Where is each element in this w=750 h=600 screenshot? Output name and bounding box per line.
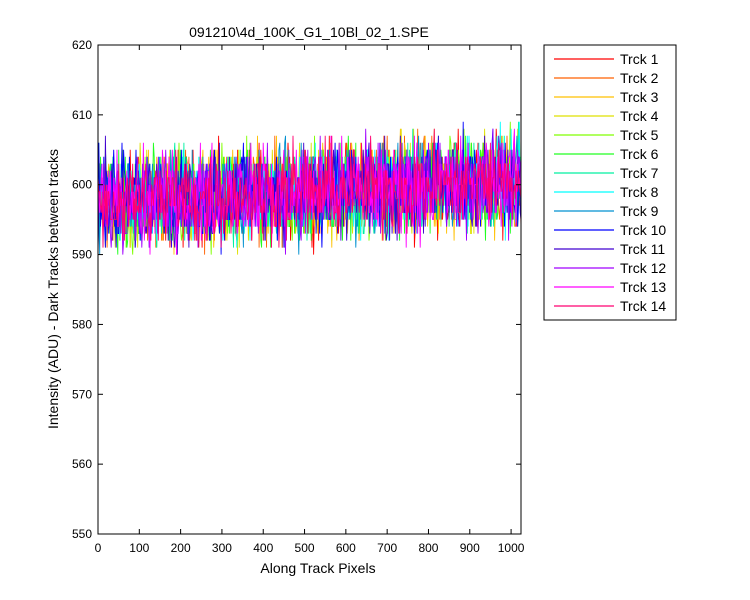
x-tick-label: 700 xyxy=(377,541,397,555)
plot-background xyxy=(98,45,521,534)
legend-label-trck-3: Trck 3 xyxy=(620,89,659,105)
legend-label-trck-5: Trck 5 xyxy=(620,127,659,143)
legend-label-trck-6: Trck 6 xyxy=(620,146,659,162)
y-axis-label: Intensity (ADU) - Dark Tracks between tr… xyxy=(45,149,61,429)
axes-layer: 0 100 200 300 400 500 600 700 800 900 1000 550 560 57… xyxy=(72,38,525,555)
y-tick-label: 590 xyxy=(72,248,92,262)
legend-label-trck-8: Trck 8 xyxy=(620,184,659,200)
x-axis-label: Along Track Pixels xyxy=(260,560,375,576)
legend-label-trck-1: Trck 1 xyxy=(620,51,659,67)
series-line-trck-14 xyxy=(98,128,521,248)
x-tick-label: 300 xyxy=(212,541,232,555)
legend-label-trck-4: Trck 4 xyxy=(620,108,659,124)
y-tick-label: 600 xyxy=(72,178,92,192)
y-tick-label: 620 xyxy=(72,38,92,52)
x-tick-label: 600 xyxy=(336,541,356,555)
legend-label-trck-10: Trck 10 xyxy=(620,222,666,238)
legend-label-trck-9: Trck 9 xyxy=(620,203,659,219)
chart-title: 091210\4d_100K_G1_10Bl_02_1.SPE xyxy=(189,24,429,40)
legend-box xyxy=(543,44,677,321)
legend: Trck 1 Trck 2 Trck 3 Trck 4 Trck 5 Trck 6 Trck… xyxy=(543,44,677,321)
x-tick-label: 500 xyxy=(295,541,315,555)
legend-label-trck-12: Trck 12 xyxy=(620,260,666,276)
series-layer xyxy=(98,121,521,255)
legend-label-trck-13: Trck 13 xyxy=(620,279,666,295)
x-tick-label: 200 xyxy=(171,541,191,555)
y-tick-label: 580 xyxy=(72,317,92,331)
y-tick-label: 610 xyxy=(72,108,92,122)
y-tick-label: 560 xyxy=(72,457,92,471)
x-tick-label: 0 xyxy=(95,541,102,555)
legend-label-trck-7: Trck 7 xyxy=(620,165,659,181)
axes-box xyxy=(97,44,522,535)
y-tick-label: 570 xyxy=(72,387,92,401)
x-tick-label: 800 xyxy=(418,541,438,555)
x-tick-label: 100 xyxy=(129,541,149,555)
legend-label-trck-11: Trck 11 xyxy=(620,241,665,257)
legend-label-trck-2: Trck 2 xyxy=(620,70,659,86)
y-tick-label: 550 xyxy=(72,527,92,541)
plot-area: 0 100 200 300 400 500 600 700 800 900 1000 550 560 57… xyxy=(72,38,525,555)
x-tick-label: 400 xyxy=(253,541,273,555)
x-tick-label: 1000 xyxy=(498,541,525,555)
legend-label-trck-14: Trck 14 xyxy=(620,298,666,314)
x-tick-label: 900 xyxy=(460,541,480,555)
legend-items: Trck 1 Trck 2 Trck 3 Trck 4 Trck 5 Trck 6 Trck… xyxy=(554,51,666,314)
